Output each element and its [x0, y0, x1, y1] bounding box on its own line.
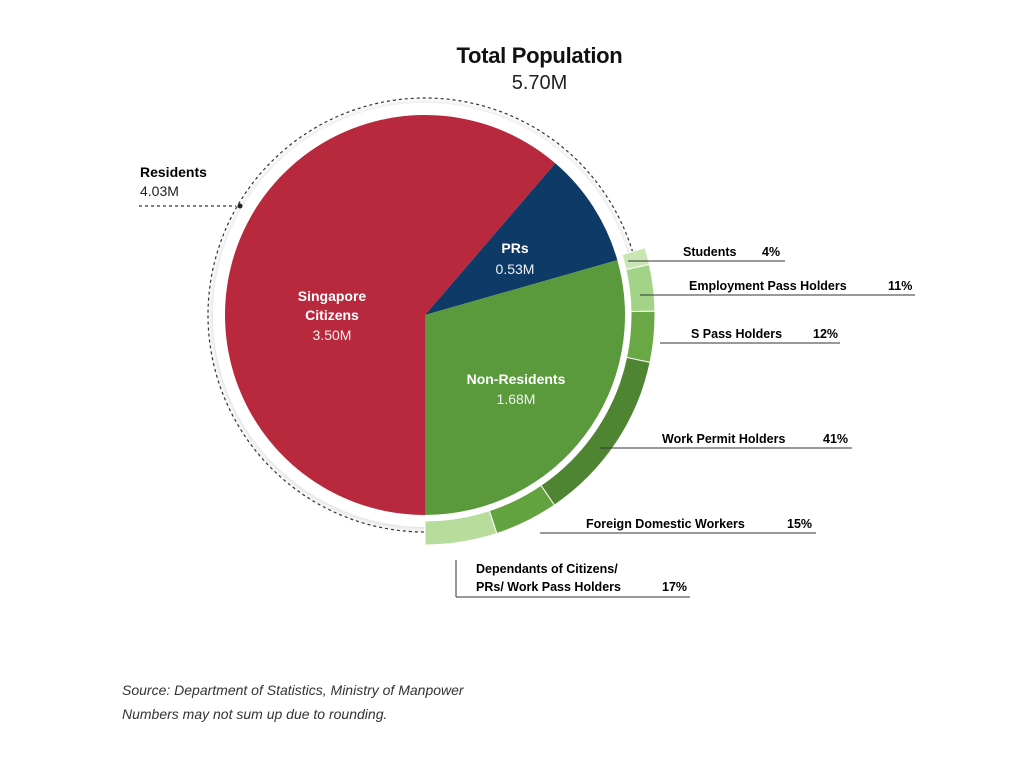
pie-slice-singapore-citizens	[225, 114, 556, 515]
breakdown-label-0: Students	[683, 245, 737, 259]
breakdown-label-5-line1: Dependants of Citizens/	[476, 562, 618, 576]
breakdown-value-2: 12%	[813, 327, 838, 341]
pie-slice-non-residents	[425, 260, 625, 515]
value-prs: 0.53M	[496, 261, 535, 277]
ring-segment-5	[424, 510, 498, 546]
breakdown-value-3: 41%	[823, 432, 848, 446]
value-residents: 4.03M	[140, 183, 179, 199]
breakdown-value-0: 4%	[762, 245, 780, 259]
residents-dot	[237, 203, 243, 209]
source-line-1: Source: Department of Statistics, Minist…	[122, 682, 464, 698]
chart-subtitle: 5.70M	[511, 72, 568, 94]
value-citizens: 3.50M	[313, 327, 352, 343]
breakdown-value-4: 15%	[787, 517, 812, 531]
breakdown-label-2: S Pass Holders	[691, 327, 782, 341]
breakdown-label-5-line2: PRs/ Work Pass Holders	[476, 580, 621, 594]
breakdown-label-1: Employment Pass Holders	[689, 279, 847, 293]
ring-segment-2	[625, 310, 656, 363]
source-line-2: Numbers may not sum up due to rounding.	[122, 706, 388, 722]
label-residents: Residents	[140, 164, 207, 180]
chart-title: Total Population	[456, 43, 623, 68]
breakdown-value-5: 17%	[662, 580, 687, 594]
label-nonres: Non-Residents	[467, 371, 566, 387]
value-nonres: 1.68M	[497, 391, 536, 407]
ring-segment-1	[625, 263, 656, 313]
breakdown-label-3: Work Permit Holders	[662, 432, 785, 446]
label-citizens-line2: Citizens	[305, 307, 359, 323]
pie-slice-prs	[425, 163, 618, 315]
label-prs: PRs	[501, 240, 528, 256]
label-citizens-line1: Singapore	[298, 288, 367, 304]
breakdown-value-1: 11%	[888, 279, 912, 293]
breakdown-label-4: Foreign Domestic Workers	[586, 517, 745, 531]
